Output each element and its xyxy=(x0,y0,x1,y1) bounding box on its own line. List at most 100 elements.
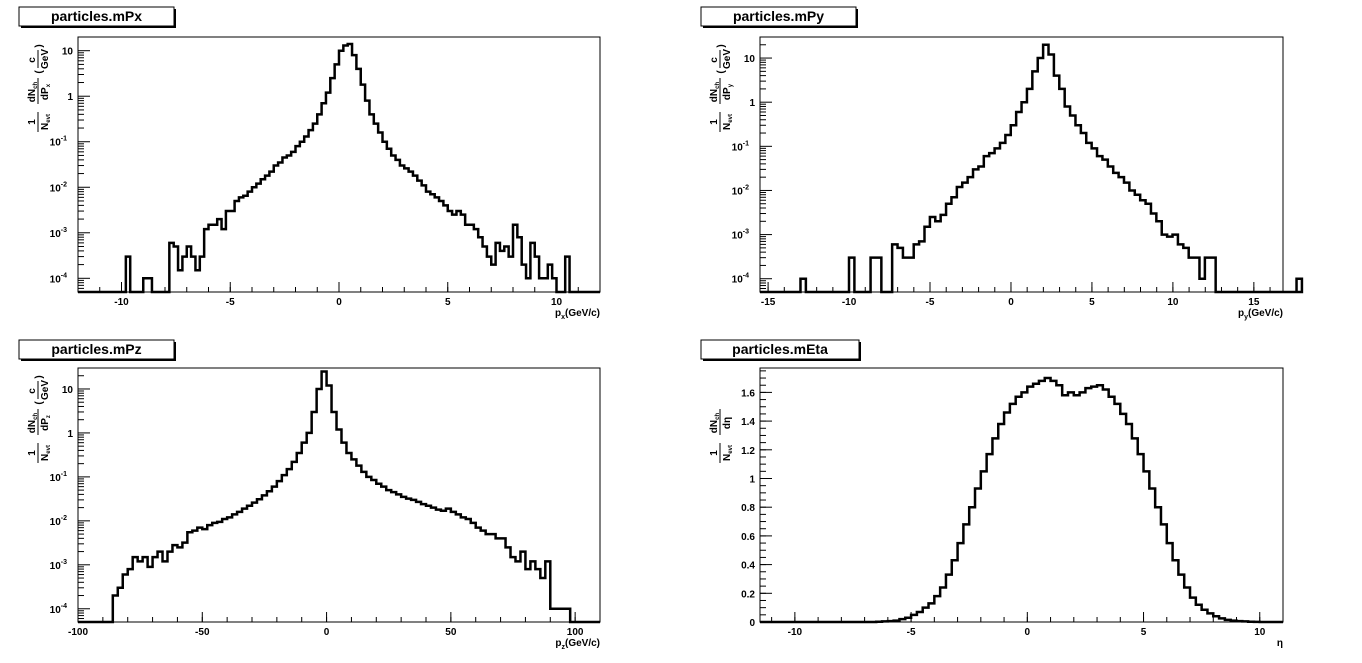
x-tick-label: 10 xyxy=(1254,627,1266,638)
y-label-unit-den: GeV xyxy=(722,49,733,69)
x-tick-label: -10 xyxy=(114,297,129,308)
y-tick-label: 0 xyxy=(749,618,755,629)
histogram-series xyxy=(760,376,1283,624)
y-label-paren-open: ( xyxy=(716,70,727,74)
y-label-unit-den: GeV xyxy=(40,380,51,400)
y-label-norm-den: Nevt xyxy=(722,114,734,130)
x-axis-label: py(GeV/c) xyxy=(1238,308,1283,321)
y-label-den: dPz xyxy=(40,415,52,431)
y-label-num: dNch xyxy=(27,81,39,102)
y-tick-label: 1 xyxy=(749,474,755,485)
y-tick-label: 10-4 xyxy=(732,273,749,286)
y-tick-label: 1.4 xyxy=(741,417,755,428)
chart-panel-1: particles.mPx-10 -5 0 5 1010-410-310-210-111… xyxy=(18,6,601,321)
x-tick-label: 5 xyxy=(1089,297,1095,308)
y-tick-label: 10-3 xyxy=(50,559,67,572)
y-tick-label: 10-3 xyxy=(732,229,749,242)
x-tick-label: 0 xyxy=(324,627,330,638)
x-tick-label: -5 xyxy=(226,297,235,308)
y-tick-label: 1 xyxy=(749,98,755,109)
y-label-num: dNch xyxy=(27,412,39,433)
x-tick-label: 0 xyxy=(336,297,342,308)
y-tick-label: 10 xyxy=(62,385,74,396)
y-label-paren-open: ( xyxy=(34,401,45,405)
chart-title: particles.mPy xyxy=(733,8,824,24)
y-label-paren-close: ) xyxy=(716,44,727,47)
y-label-unit-den: GeV xyxy=(40,49,51,69)
x-tick-label: -5 xyxy=(926,297,935,308)
title-box xyxy=(700,6,857,27)
y-tick-label: 1 xyxy=(67,92,73,103)
x-tick-label: -5 xyxy=(907,627,916,638)
x-axis-label: pz(GeV/c) xyxy=(555,638,600,651)
y-label-unit-num: c xyxy=(27,388,38,394)
x-axis-label: η xyxy=(1277,638,1283,649)
y-tick-label: 1.6 xyxy=(741,388,755,399)
y-label-norm-den: Nevt xyxy=(40,445,52,461)
y-label-unit-num: c xyxy=(709,57,720,63)
y-tick-label: 10-3 xyxy=(50,227,67,240)
plot-frame xyxy=(759,36,1284,293)
y-label-num: dNch xyxy=(709,412,721,433)
y-tick-label: 0.8 xyxy=(741,503,755,514)
plot-frame xyxy=(759,367,1284,623)
y-tick-label: 10-2 xyxy=(50,515,67,528)
histogram-series xyxy=(78,42,600,294)
y-label-den: dη xyxy=(722,417,733,429)
y-tick-label: 0.4 xyxy=(741,561,755,572)
y-tick-label: 10-4 xyxy=(50,272,67,285)
x-tick-label: 5 xyxy=(445,297,451,308)
y-tick-label: 10 xyxy=(62,47,74,58)
y-tick-label: 1.2 xyxy=(741,446,755,457)
x-axis-label: px(GeV/c) xyxy=(555,308,600,321)
y-label-paren-open: ( xyxy=(34,70,45,74)
y-label-norm-num: 1 xyxy=(709,450,720,456)
title-box xyxy=(700,339,860,360)
y-tick-label: 0.2 xyxy=(741,589,755,600)
chart-title: particles.mEta xyxy=(732,341,828,357)
x-tick-label: 10 xyxy=(1167,297,1179,308)
y-label-paren-close: ) xyxy=(34,44,45,47)
title-box xyxy=(18,339,175,360)
x-tick-label: -10 xyxy=(788,627,803,638)
x-tick-label: 0 xyxy=(1025,627,1031,638)
y-label-num: dNch xyxy=(709,81,721,102)
y-tick-label: 10-1 xyxy=(50,471,67,484)
title-box xyxy=(18,6,175,27)
chart-title: particles.mPx xyxy=(51,8,142,24)
y-tick-label: 10-2 xyxy=(50,181,67,194)
x-tick-label: 100 xyxy=(567,627,584,638)
x-tick-label: 15 xyxy=(1248,297,1260,308)
chart-title: particles.mPz xyxy=(51,341,141,357)
y-tick-label: 10-4 xyxy=(50,603,67,616)
chart-panel-4: particles.mEta -10 -5 0 5 10 0 0.2 0.4 0.6 0.8 1 1.2… xyxy=(700,339,1284,649)
x-tick-label: -15 xyxy=(761,297,776,308)
chart-panel-2: particles.mPy -15 -10 -5 0 5 10 15 10-4 10-3 10-2 1… xyxy=(700,6,1304,321)
x-tick-label: 0 xyxy=(1008,297,1014,308)
histogram-series xyxy=(78,370,600,624)
x-tick-label: -10 xyxy=(842,297,857,308)
y-tick-label: 10-1 xyxy=(50,136,67,149)
y-label-den: dPy xyxy=(722,83,734,100)
y-label-den: dPx xyxy=(40,83,52,100)
x-tick-label: -50 xyxy=(195,627,210,638)
y-label-norm-num: 1 xyxy=(27,450,38,456)
histogram-series xyxy=(760,43,1304,294)
x-tick-label: 10 xyxy=(551,297,563,308)
y-label-paren-close: ) xyxy=(34,375,45,378)
y-tick-label: 0.6 xyxy=(741,532,755,543)
y-label-norm-den: Nevt xyxy=(722,445,734,461)
chart-panel-3: particles.mPz -100 -50 0 50 100 10-4 10-3 10-2 10… xyxy=(18,339,601,651)
y-label-unit-num: c xyxy=(27,57,38,63)
y-label-norm-den: Nevt xyxy=(40,114,52,130)
y-tick-label: 10-2 xyxy=(732,184,749,197)
x-tick-label: 5 xyxy=(1141,627,1147,638)
y-tick-label: 10 xyxy=(744,54,756,65)
x-tick-label: -100 xyxy=(68,627,88,638)
y-label-norm-num: 1 xyxy=(27,119,38,125)
y-tick-label: 1 xyxy=(67,429,73,440)
